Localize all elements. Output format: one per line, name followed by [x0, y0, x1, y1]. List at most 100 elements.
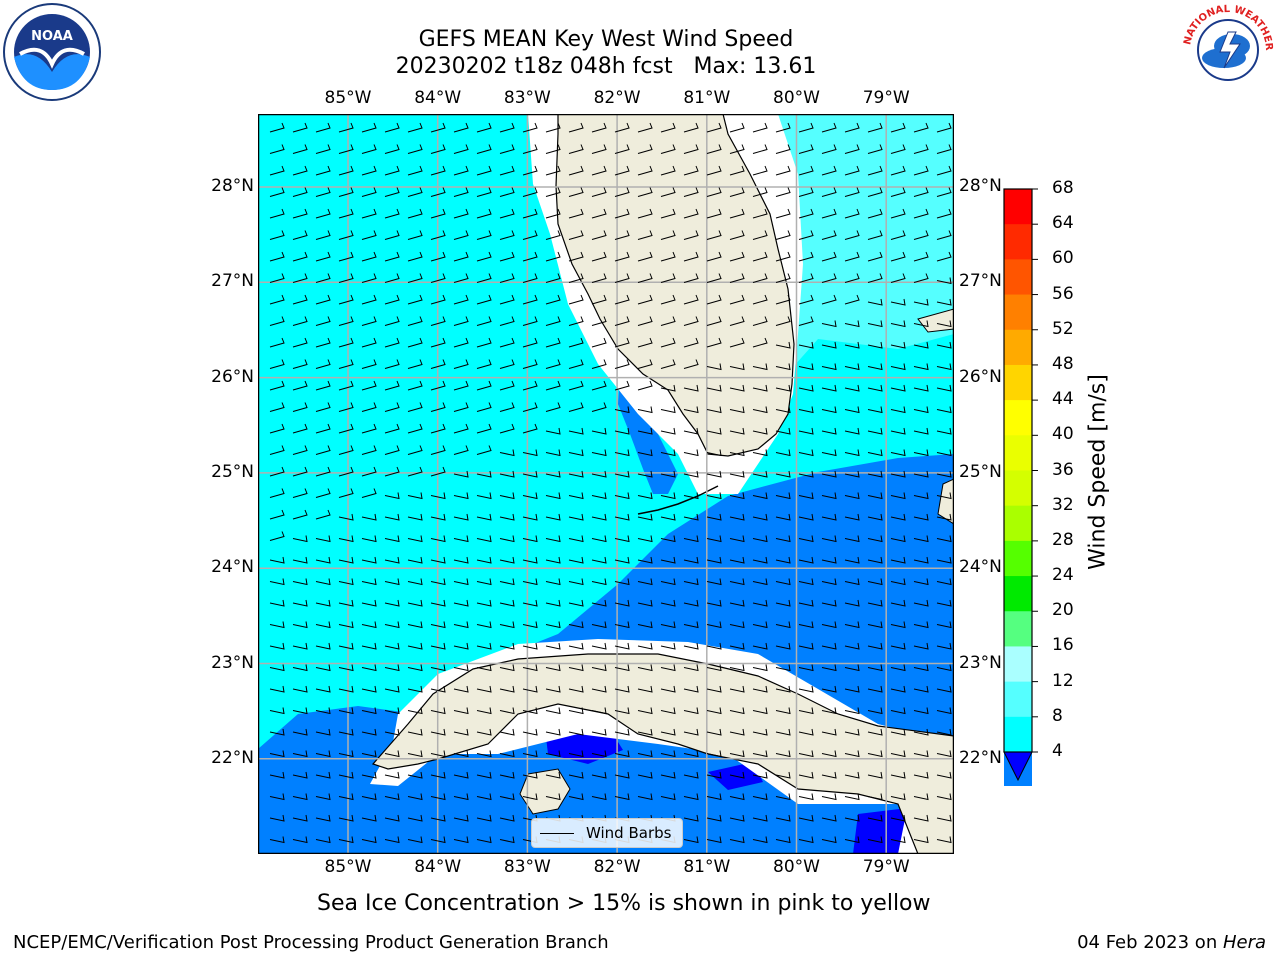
- wind-barb: [338, 664, 354, 672]
- wind-barb: [269, 273, 285, 283]
- colorbar-tick-label: 56: [1052, 283, 1074, 304]
- wind-barb: [821, 621, 837, 629]
- wind-barb: [453, 187, 469, 197]
- wind-barb: [683, 535, 699, 543]
- wind-barb: [706, 470, 722, 478]
- wind-barb: [568, 187, 584, 197]
- wind-barb: [453, 492, 469, 500]
- wind-barb: [522, 144, 538, 154]
- wind-barb: [890, 793, 906, 801]
- wind-barb: [844, 836, 860, 844]
- wind-barb: [499, 685, 515, 693]
- wind-barb: [752, 427, 768, 435]
- wind-barb: [522, 556, 538, 564]
- wind-barb: [292, 359, 308, 369]
- wind-barb: [407, 402, 423, 412]
- wind-barb: [591, 707, 607, 715]
- wind-barb: [798, 294, 814, 305]
- wind-barb: [476, 230, 492, 240]
- wind-barb: [913, 341, 929, 349]
- wind-barb: [338, 187, 354, 197]
- wind-barb: [476, 294, 492, 305]
- wind-barb: [683, 664, 699, 672]
- wind-barb: [821, 492, 837, 500]
- colorbar-segment: [1004, 224, 1032, 260]
- wind-barb: [890, 556, 906, 564]
- wind-barb: [545, 621, 561, 629]
- wind-barb: [292, 836, 308, 844]
- wind-barb: [453, 685, 469, 693]
- wind-barb: [591, 427, 607, 435]
- wind-barb: [752, 664, 768, 672]
- wind-barb: [614, 492, 630, 500]
- wind-barb: [269, 208, 285, 219]
- colorbar: [1003, 188, 1038, 786]
- wind-barb: [476, 535, 492, 543]
- wind-barb: [637, 793, 653, 801]
- wind-barb: [476, 728, 492, 736]
- lon-label-top: 81°W: [683, 88, 731, 108]
- wind-barb: [706, 337, 722, 348]
- wind-barb: [936, 578, 952, 586]
- wind-barb: [476, 165, 492, 176]
- wind-barb: [430, 642, 446, 650]
- wind-barb: [706, 492, 722, 500]
- wind-barb: [361, 230, 377, 240]
- wind-barb: [844, 208, 860, 219]
- wind-barb: [407, 294, 423, 305]
- footer-date: 04 Feb 2023 on: [1077, 932, 1223, 953]
- wind-barb: [614, 337, 630, 348]
- wind-barb: [637, 470, 653, 478]
- wind-barb: [821, 685, 837, 693]
- wind-barb: [867, 814, 883, 822]
- wind-barb: [269, 337, 285, 348]
- wind-barb: [315, 750, 331, 758]
- wind-barb: [407, 492, 423, 500]
- wind-barb: [292, 423, 308, 434]
- wind-barb: [660, 599, 676, 607]
- wind-barb: [706, 513, 722, 521]
- wind-barb: [407, 359, 423, 369]
- wind-barb: [453, 294, 469, 305]
- wind-barb: [752, 470, 768, 478]
- colorbar-segment: [1004, 611, 1032, 647]
- wind-barb: [338, 513, 354, 521]
- wind-barb: [706, 685, 722, 693]
- wind-barb: [844, 642, 860, 650]
- wind-barb: [821, 793, 837, 801]
- wind-barb: [384, 165, 400, 176]
- wind-barb: [844, 144, 860, 154]
- wind-barb: [614, 750, 630, 758]
- wind-barb: [430, 728, 446, 736]
- wind-barb: [614, 165, 630, 176]
- lon-label-bottom: 82°W: [593, 857, 641, 877]
- wind-barb: [614, 144, 630, 154]
- wind-barb: [637, 251, 653, 262]
- wind-barb: [683, 771, 699, 779]
- wind-barb: [292, 165, 308, 176]
- wind-barb: [798, 165, 814, 176]
- wind-barb: [867, 642, 883, 650]
- wind-barb: [338, 556, 354, 564]
- wind-barb: [890, 208, 906, 219]
- wind-barb: [614, 470, 630, 478]
- lat-label-left: 28°N: [211, 176, 254, 196]
- wind-barb: [499, 144, 515, 154]
- wind-barb: [499, 599, 515, 607]
- wind-barb: [752, 535, 768, 543]
- wind-barb: [568, 492, 584, 500]
- colorbar-segment: [1004, 259, 1032, 296]
- wind-barb: [775, 316, 791, 326]
- wind-barb: [315, 793, 331, 801]
- wind-barb: [292, 445, 308, 455]
- wind-barb: [522, 359, 538, 369]
- wind-barb: [591, 621, 607, 629]
- wind-barb: [729, 814, 745, 822]
- wind-barb: [775, 384, 791, 392]
- wind-barb: [867, 685, 883, 693]
- wind-barb: [844, 664, 860, 672]
- wind-barb: [499, 337, 515, 348]
- wind-barb: [821, 535, 837, 543]
- wind-barb: [315, 337, 331, 348]
- wind-barb: [384, 187, 400, 197]
